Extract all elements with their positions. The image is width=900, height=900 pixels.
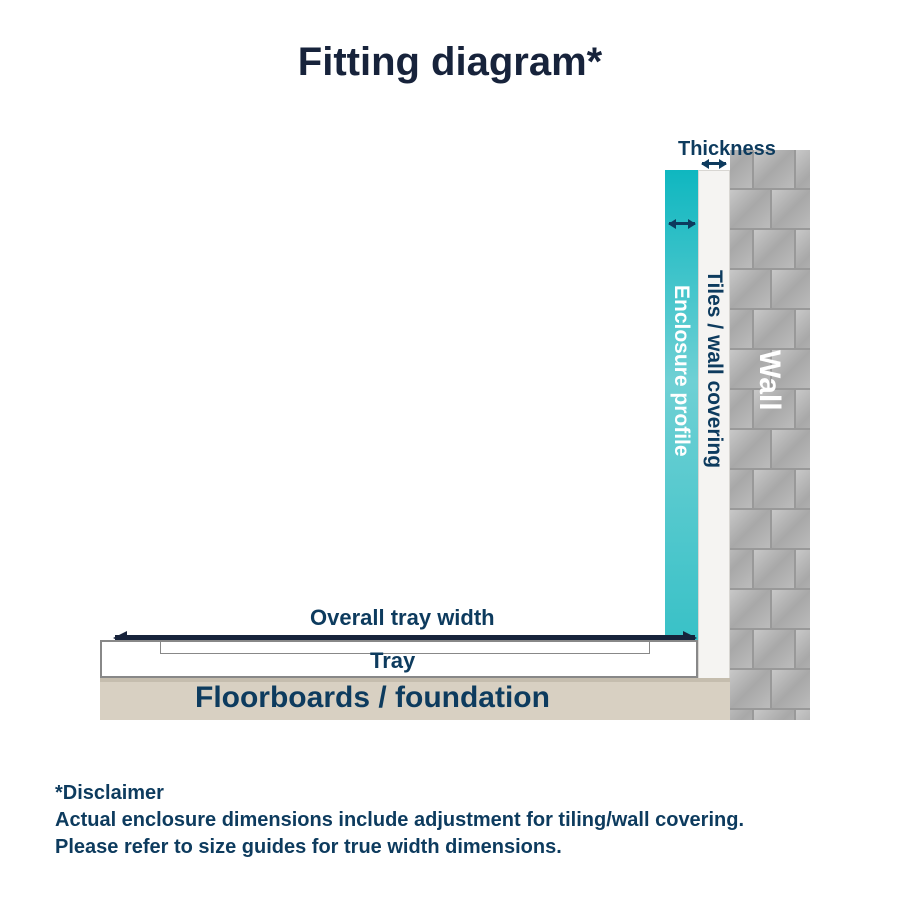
enclosure-label: Enclosure profile — [669, 285, 693, 457]
wall-label: Wall — [752, 350, 786, 411]
disclaimer-block: *Disclaimer Actual enclosure dimensions … — [55, 780, 744, 861]
overall-tray-width-label: Overall tray width — [310, 605, 495, 631]
wall-block — [730, 150, 810, 720]
thickness-arrow-icon — [702, 162, 726, 165]
floor-label: Floorboards / foundation — [195, 681, 550, 715]
tray-label: Tray — [370, 648, 415, 674]
disclaimer-line2: Please refer to size guides for true wid… — [55, 834, 744, 861]
tiles-label: Tiles / wall covering — [702, 270, 726, 468]
disclaimer-line1: Actual enclosure dimensions include adju… — [55, 807, 744, 834]
thickness-label: Thickness — [678, 138, 776, 161]
disclaimer-heading: *Disclaimer — [55, 780, 744, 807]
page-title: Fitting diagram* — [0, 40, 900, 85]
adjustment-arrow-icon — [669, 222, 695, 225]
